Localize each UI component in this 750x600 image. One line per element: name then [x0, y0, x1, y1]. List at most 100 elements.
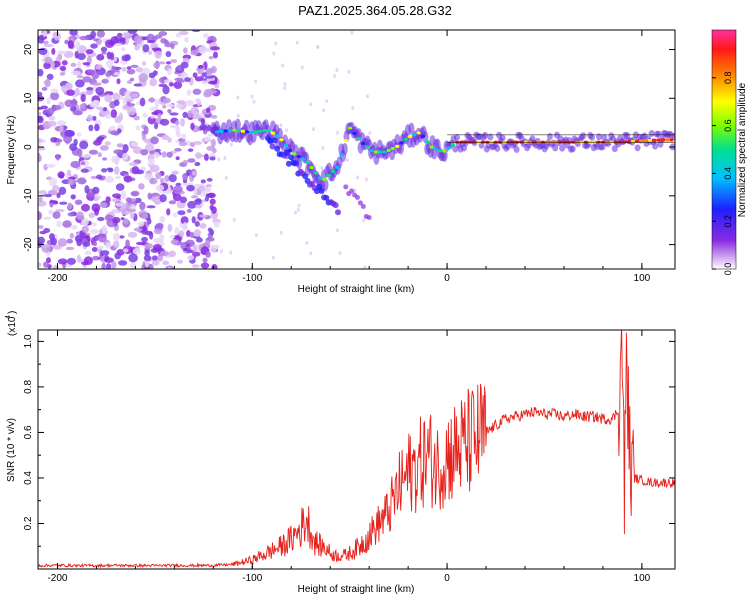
noise-speckle — [300, 65, 304, 70]
noise-speckle — [356, 175, 360, 180]
ridge-branch — [292, 160, 299, 167]
noise-speckle — [168, 200, 177, 205]
noise-speckle — [122, 104, 130, 111]
noise-speckle — [100, 250, 110, 256]
noise-speckle — [106, 51, 112, 60]
noise-speckle — [126, 68, 136, 75]
noise-speckle — [182, 221, 188, 230]
ridge-core — [446, 146, 451, 150]
noise-speckle — [163, 79, 173, 84]
noise-speckle — [138, 73, 149, 83]
ridge-branch — [323, 194, 330, 201]
noise-speckle — [200, 118, 206, 125]
noise-speckle — [68, 176, 77, 180]
ridge-halo — [611, 145, 618, 153]
noise-speckle — [128, 162, 139, 167]
noise-speckle — [141, 132, 147, 141]
noise-speckle — [161, 134, 170, 140]
ridge-halo — [599, 143, 606, 151]
ridge-core — [245, 130, 250, 134]
noise-speckle — [309, 251, 313, 256]
noise-speckle — [213, 221, 220, 228]
ridge-core — [223, 129, 228, 133]
x-tick-label: -100 — [242, 573, 262, 584]
noise-speckle — [116, 143, 124, 148]
noise-speckle — [181, 133, 187, 140]
ridge-core — [305, 160, 310, 164]
noise-speckle — [293, 210, 297, 215]
noise-speckle — [126, 66, 132, 70]
noise-speckle — [193, 187, 198, 196]
spectrogram-plot-area — [38, 30, 675, 269]
ridge-core — [317, 176, 323, 180]
noise-speckle — [42, 30, 48, 37]
noise-speckle — [66, 257, 77, 265]
noise-speckle — [118, 112, 124, 121]
noise-speckle — [169, 234, 176, 239]
ridge-branch — [283, 149, 290, 156]
noise-speckle — [153, 122, 159, 130]
noise-speckle — [122, 152, 129, 161]
noise-speckle — [74, 235, 83, 243]
noise-speckle — [100, 46, 108, 53]
noise-speckle — [195, 204, 203, 209]
noise-speckle — [173, 81, 183, 90]
noise-speckle — [114, 43, 123, 47]
ridge-branch — [288, 154, 295, 161]
noise-speckle — [146, 205, 156, 209]
noise-speckle — [93, 197, 99, 202]
noise-speckle — [90, 30, 97, 39]
spectrogram-y-axis: 20 10 0 -10 -20 — [23, 44, 675, 252]
noise-speckle — [168, 174, 177, 183]
y-tick-label: 20 — [23, 44, 34, 56]
noise-speckle — [195, 154, 205, 158]
noise-speckle — [160, 177, 165, 184]
noise-speckle — [116, 248, 125, 256]
noise-speckle — [55, 154, 60, 161]
x-tick-label: 100 — [634, 273, 651, 284]
noise-speckle — [71, 98, 77, 108]
noise-speckle — [120, 190, 127, 200]
noise-speckle — [66, 238, 73, 244]
noise-speckle — [112, 232, 120, 242]
ridge-core — [386, 148, 391, 152]
noise-speckle — [345, 158, 349, 163]
noise-speckle — [198, 185, 206, 192]
spectrogram-xlabel: Height of straight line (km) — [298, 284, 415, 295]
noise-speckle — [201, 80, 210, 85]
y-tick-label: 0.4 — [23, 471, 34, 485]
noise-speckle — [206, 177, 213, 182]
noise-speckle — [38, 225, 44, 229]
noise-speckle — [172, 185, 183, 193]
ridge-core — [369, 149, 374, 153]
noise-speckle — [254, 233, 258, 238]
ridge-core — [335, 165, 340, 169]
noise-speckle — [74, 199, 83, 205]
noise-speckle — [104, 114, 113, 119]
ridge-halo — [482, 131, 489, 139]
colorbar-tick-label: 0.6 — [723, 119, 733, 132]
ridge-branch — [354, 194, 360, 200]
noise-speckle — [347, 69, 351, 74]
noise-speckle — [283, 85, 287, 90]
snr-exponent-power: 4 — [5, 315, 12, 319]
noise-speckle — [159, 215, 166, 223]
noise-speckle — [179, 196, 188, 204]
noise-speckle — [223, 155, 227, 160]
noise-speckle — [46, 97, 51, 105]
snr-exponent-base: (x10 — [7, 316, 18, 336]
noise-speckle — [92, 241, 98, 247]
noise-speckle — [368, 130, 372, 135]
noise-speckle — [90, 175, 98, 180]
noise-speckle — [210, 138, 216, 148]
noise-speckle — [81, 203, 90, 212]
noise-speckle — [101, 78, 109, 84]
noise-speckle — [59, 65, 67, 71]
noise-speckle — [236, 95, 240, 100]
noise-speckle — [159, 250, 170, 257]
noise-speckle — [114, 175, 122, 180]
noise-speckle — [96, 245, 104, 250]
noise-speckle — [64, 39, 69, 45]
noise-speckle — [141, 213, 148, 219]
